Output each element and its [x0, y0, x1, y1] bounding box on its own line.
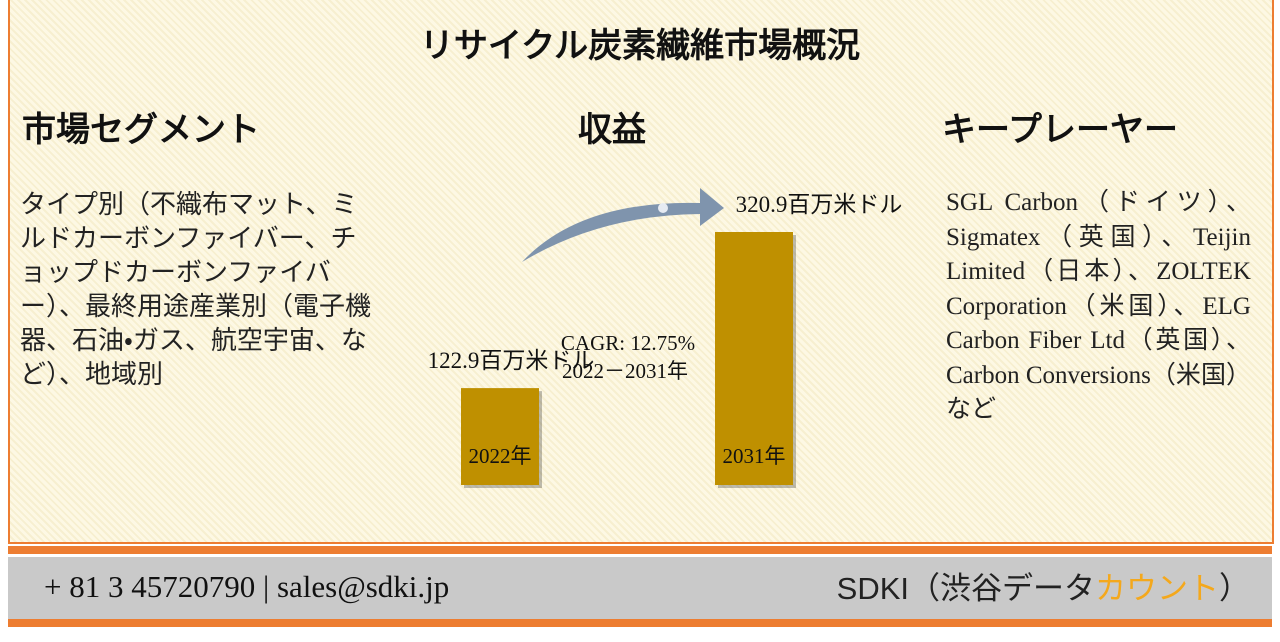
main-panel	[8, 0, 1274, 544]
value-label: 320.9百万米ドル	[736, 192, 903, 217]
brand-accent: カウント	[1095, 571, 1219, 606]
players-heading: キープレーヤー	[942, 112, 1178, 149]
bar	[461, 388, 539, 485]
footer: + 81 3 45720790 | sales@sdki.jp SDKI（渋谷デ…	[8, 557, 1272, 627]
brand: SDKI（渋谷データカウント）	[837, 563, 1250, 608]
revenue-chart: 2022年 122.9百万米ドル 2031年 320.9百万米ドル CAGR: 12.7…	[428, 188, 903, 488]
value-label: 122.9百万米ドル	[428, 348, 595, 373]
separator	[8, 546, 1272, 554]
page-title: リサイクル炭素繊維市場概況	[419, 28, 861, 65]
brand-end: ）	[1219, 571, 1250, 606]
players-text: SGL Carbon（ドイツ）、Sigmatex（英国）、Teijin Limi…	[946, 189, 1251, 423]
segments-text: タイプ別（不織布マット、ミルドカーボンファイバー、チョップドカーボンファイバー）…	[20, 190, 372, 389]
revenue-heading: 収益	[578, 112, 646, 149]
growth-arrow	[522, 188, 724, 262]
cagr-period: 2022－2031年	[562, 359, 688, 383]
category-label: 2022年	[469, 444, 532, 468]
brand-text: SDKI（渋谷データ	[836, 571, 1095, 606]
cagr-label: CAGR: 12.75%	[561, 331, 695, 355]
contact: + 81 3 45720790 | sales@sdki.jp	[44, 569, 450, 604]
arrow-dot	[658, 203, 668, 213]
bar	[715, 232, 793, 485]
segments-heading: 市場セグメント	[22, 112, 260, 149]
category-label: 2031年	[723, 444, 786, 468]
